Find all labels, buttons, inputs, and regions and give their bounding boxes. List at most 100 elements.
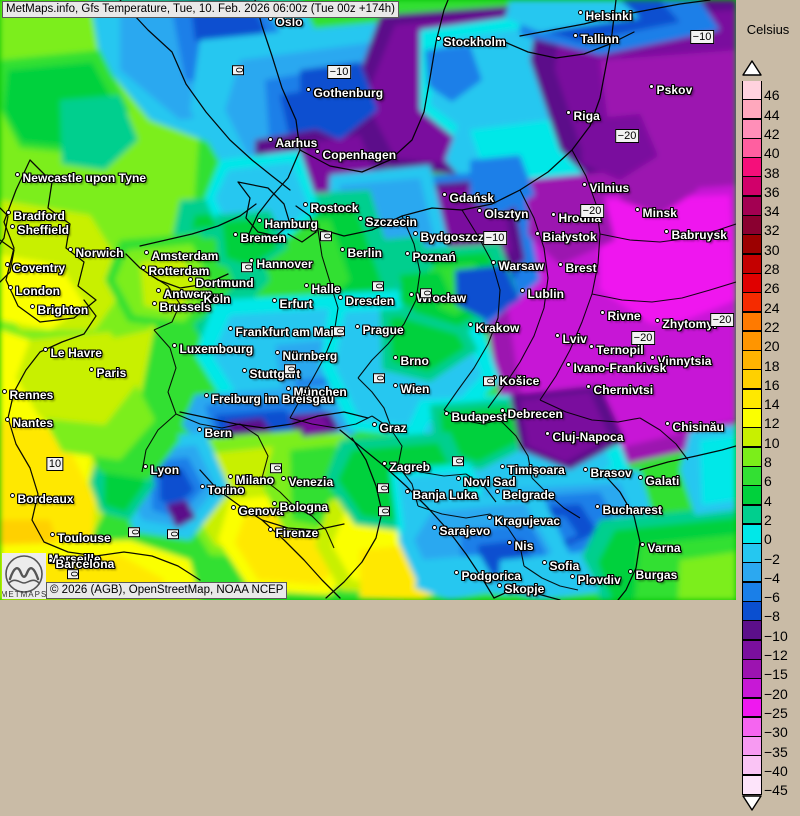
- city-label: Frankfurt am Main: [228, 325, 341, 339]
- city-name: Prague: [362, 323, 404, 337]
- city-marker-dot: [477, 208, 482, 213]
- city-label: Torino: [200, 483, 245, 497]
- city-name: Berlin: [347, 246, 383, 260]
- city-name: Pskov: [656, 83, 693, 97]
- map-panel[interactable]: −10−100−20−20−100000−20−2000001000000000…: [0, 0, 736, 600]
- city-marker-dot: [600, 310, 605, 315]
- legend-swatch: [742, 447, 762, 467]
- city-marker-dot: [382, 461, 387, 466]
- city-marker-dot: [156, 288, 161, 293]
- legend-swatch-divider: [743, 195, 761, 197]
- map-title-bar: MetMaps.info, Gfs Temperature, Tue, 10. …: [2, 1, 399, 18]
- city-marker-dot: [257, 218, 262, 223]
- city-marker-dot: [583, 467, 588, 472]
- city-label: Nürnberg: [275, 349, 337, 363]
- legend-tick-label: −10: [764, 627, 788, 644]
- city-marker-dot: [200, 484, 205, 489]
- city-marker-dot: [268, 527, 273, 532]
- city-marker-dot: [393, 355, 398, 360]
- city-name: Sheffield: [17, 223, 70, 237]
- legend-tick-label: −45: [764, 782, 788, 799]
- city-marker-dot: [306, 87, 311, 92]
- city-name: Banja Luka: [412, 488, 478, 502]
- legend-swatch-divider: [743, 793, 761, 795]
- city-label: München: [286, 385, 347, 399]
- city-label: Ternopil: [589, 343, 644, 357]
- isotherm-label: −20: [615, 129, 639, 143]
- city-name: Graz: [379, 421, 407, 435]
- legend-swatch-divider: [743, 233, 761, 236]
- city-label: Gdańsk: [442, 191, 494, 205]
- legend-swatch-divider: [743, 349, 761, 352]
- legend-swatch: [742, 81, 762, 101]
- city-label: Varna: [640, 541, 681, 555]
- legend-swatch-divider: [743, 214, 761, 217]
- legend-swatch: [742, 563, 762, 583]
- isotherm-label: 0: [483, 376, 495, 386]
- city-marker-dot: [10, 493, 15, 498]
- city-label: Dresden: [338, 294, 394, 308]
- city-label: Rotterdam: [141, 264, 209, 278]
- legend-swatch: [742, 582, 762, 603]
- city-marker-dot: [196, 293, 201, 298]
- city-marker-dot: [650, 355, 655, 360]
- city-label: Plovdiv: [570, 573, 621, 587]
- city-marker-dot: [242, 368, 247, 373]
- legend-tick-label: 0: [764, 531, 772, 548]
- legend-tick-label: −35: [764, 743, 788, 760]
- city-marker-dot: [468, 322, 473, 327]
- city-label: Gothenburg: [306, 86, 383, 100]
- legend-swatch-divider: [743, 311, 761, 313]
- legend-swatch: [742, 351, 762, 371]
- isotherm-label: −10: [327, 65, 351, 79]
- city-label: Hannover: [249, 257, 313, 271]
- city-marker-dot: [535, 231, 540, 236]
- city-name: Košice: [499, 374, 540, 388]
- city-name: Gdańsk: [449, 191, 495, 205]
- isotherm-label: 10: [46, 457, 64, 471]
- city-label: Bologna: [272, 500, 328, 514]
- city-label: Brno: [393, 354, 429, 368]
- legend-swatch-divider: [743, 484, 761, 487]
- city-name: Hannover: [256, 257, 313, 271]
- legend-swatch: [742, 254, 762, 274]
- city-marker-dot: [558, 262, 563, 267]
- city-label: Hamburg: [257, 217, 318, 231]
- city-marker-dot: [570, 574, 575, 579]
- city-name: Tallinn: [580, 32, 619, 46]
- city-label: Rostock: [303, 201, 359, 215]
- city-label: Skopje: [497, 582, 544, 596]
- color-legend: Celsius 46 44 42 40 38 36 34 32 30 28 26 24 22 20 18 16…: [736, 0, 800, 811]
- legend-tick-label: 10: [764, 434, 780, 451]
- city-label: Novi Sad: [456, 475, 516, 489]
- isotherm-label: 0: [67, 569, 79, 579]
- metmaps-logo[interactable]: METMAPS: [1, 553, 46, 599]
- city-name: Chisinău: [672, 420, 724, 434]
- legend-tick-label: −40: [764, 762, 788, 779]
- city-marker-dot: [2, 389, 7, 394]
- city-marker-dot: [664, 229, 669, 234]
- city-label: Coventry: [5, 261, 65, 275]
- legend-over-range-cap: [742, 60, 762, 81]
- city-marker-dot: [315, 149, 320, 154]
- city-marker-dot: [5, 417, 10, 422]
- city-label: Stockholm: [436, 35, 506, 49]
- city-marker-dot: [454, 570, 459, 575]
- city-label: Graz: [372, 421, 407, 435]
- city-marker-dot: [589, 344, 594, 349]
- legend-swatch-divider: [743, 581, 761, 583]
- legend-tick-label: 36: [764, 183, 780, 200]
- city-label: Sheffield: [10, 223, 69, 237]
- city-name: Le Havre: [50, 346, 102, 360]
- legend-tick-label: 32: [764, 222, 780, 239]
- legend-swatch: [742, 659, 762, 680]
- city-label: Szczecin: [358, 215, 417, 229]
- city-label: Sofia: [542, 559, 579, 573]
- city-marker-dot: [275, 350, 280, 355]
- city-label: Belgrade: [495, 488, 555, 502]
- city-name: Brasov: [590, 466, 632, 480]
- city-label: Prague: [355, 323, 404, 337]
- isotherm-label: −20: [710, 313, 734, 327]
- legend-tick-label: −4: [764, 569, 780, 586]
